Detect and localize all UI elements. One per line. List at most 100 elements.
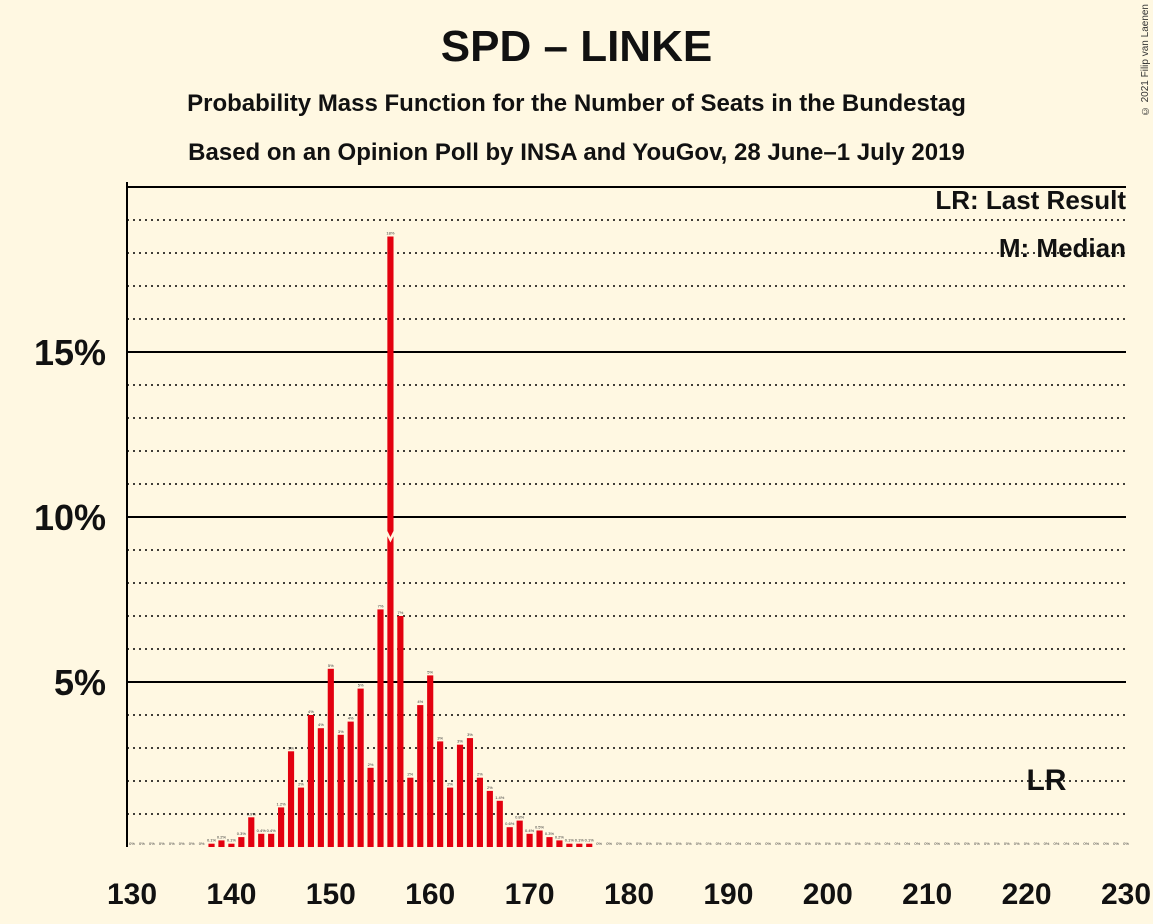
value-label: 0% [129, 841, 135, 846]
bar [427, 675, 434, 847]
bar [576, 843, 583, 847]
value-label: 0% [735, 841, 741, 846]
value-label: 0.1% [207, 838, 217, 843]
value-label: 18% [386, 231, 394, 236]
value-label: 0% [596, 841, 602, 846]
bar [446, 787, 454, 847]
bar [486, 790, 493, 847]
value-labels: 0% 0% 0% 0% 0% 0% 0% 0%0.1%0.2%0.1%0.3%0.9%0.4%… [129, 231, 1129, 847]
bar [566, 843, 573, 847]
median-marker [385, 531, 396, 543]
value-label: 0.6% [505, 821, 515, 826]
value-label: 0% [875, 841, 881, 846]
value-label: 0.3% [237, 831, 247, 836]
bar [337, 734, 344, 847]
value-label: 0% [934, 841, 940, 846]
y-tick-label: 15% [34, 332, 106, 373]
value-label: 0% [666, 841, 672, 846]
bar [317, 728, 324, 847]
y-axis-ticks: 5% 10% 15% [34, 332, 106, 703]
value-label: 0% [1034, 841, 1040, 846]
bar [496, 800, 503, 847]
x-tick-label: 160 [405, 878, 455, 911]
value-label: 0% [606, 841, 612, 846]
chart-subtitle-poll: Based on an Opinion Poll by INSA and You… [188, 139, 965, 166]
x-tick-label: 210 [902, 878, 952, 911]
value-label: 0.3% [545, 831, 555, 836]
x-tick-label: 150 [306, 878, 356, 911]
legend-last-result: LR: Last Result [935, 185, 1126, 215]
value-label: 0.8% [515, 815, 525, 820]
value-label: 0.9% [247, 811, 257, 816]
value-label: 0% [775, 841, 781, 846]
value-label: 1.4% [495, 795, 505, 800]
value-label: 0% [1123, 841, 1129, 846]
y-tick-label: 10% [34, 497, 106, 538]
bar [238, 837, 245, 847]
value-label: 0% [825, 841, 831, 846]
value-label: 7% [378, 603, 384, 608]
value-label: 0% [785, 841, 791, 846]
value-label: 0% [696, 841, 702, 846]
chart-subtitle: Probability Mass Function for the Number… [187, 90, 966, 117]
value-label: 2% [298, 782, 304, 787]
value-label: 0% [1014, 841, 1020, 846]
value-label: 0% [646, 841, 652, 846]
value-label: 0% [855, 841, 861, 846]
value-label: 2% [477, 772, 483, 777]
bar [268, 833, 275, 847]
value-label: 0% [636, 841, 642, 846]
value-label: 0% [924, 841, 930, 846]
value-label: 0% [199, 841, 205, 846]
value-label: 0% [944, 841, 950, 846]
bar [287, 751, 295, 847]
value-label: 3% [338, 729, 344, 734]
value-label: 0% [169, 841, 175, 846]
value-label: 0% [1024, 841, 1030, 846]
value-label: 0% [139, 841, 145, 846]
value-label: 0.1% [565, 838, 575, 843]
x-tick-label: 130 [107, 878, 157, 911]
x-tick-label: 220 [1002, 878, 1052, 911]
value-label: 0% [149, 841, 155, 846]
value-label: 0% [616, 841, 622, 846]
value-label: 4% [318, 722, 324, 727]
value-label: 0.4% [525, 828, 535, 833]
value-label: 7% [397, 610, 403, 615]
value-label: 2% [368, 762, 374, 767]
x-tick-label: 200 [803, 878, 853, 911]
value-label: 0% [865, 841, 871, 846]
bar [476, 777, 483, 847]
value-label: 0% [626, 841, 632, 846]
value-label: 0% [914, 841, 920, 846]
value-label: 0% [1093, 841, 1099, 846]
chart-title: SPD – LINKE [440, 22, 713, 71]
x-tick-label: 140 [206, 878, 256, 911]
value-label: 0% [159, 841, 165, 846]
bar [516, 820, 523, 847]
bar [278, 807, 285, 847]
value-label: 0.1% [227, 838, 237, 843]
bar [466, 738, 474, 847]
bar [357, 688, 364, 847]
bar [327, 668, 334, 847]
bar [586, 843, 593, 847]
value-label: 0% [1063, 841, 1069, 846]
value-label: 0% [1054, 841, 1060, 846]
value-label: 0.5% [535, 825, 545, 830]
bar [248, 817, 255, 847]
value-label: 0.1% [585, 838, 595, 843]
value-label: 0% [1044, 841, 1050, 846]
x-tick-label: 170 [505, 878, 555, 911]
value-label: 2% [407, 772, 413, 777]
value-label: 5% [427, 669, 433, 674]
bar [377, 609, 384, 847]
value-label: 5% [358, 683, 364, 688]
value-label: 0% [954, 841, 960, 846]
value-label: 0% [716, 841, 722, 846]
value-label: 0% [845, 841, 851, 846]
x-tick-label: 180 [604, 878, 654, 911]
bar [347, 721, 354, 847]
value-label: 0% [726, 841, 732, 846]
value-label: 0% [189, 841, 195, 846]
